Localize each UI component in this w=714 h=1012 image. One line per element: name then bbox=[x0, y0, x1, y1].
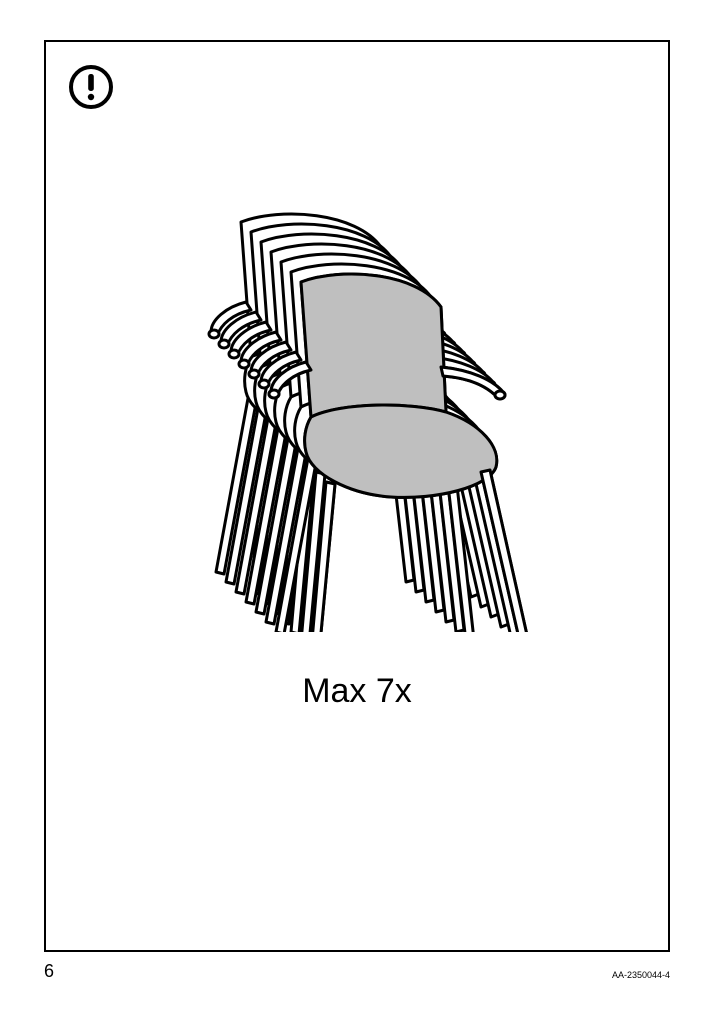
page-frame: Max 7x bbox=[44, 40, 670, 952]
page-number: 6 bbox=[44, 961, 54, 982]
stacked-chairs-illustration bbox=[171, 192, 551, 632]
caption-text: Max 7x bbox=[46, 672, 668, 711]
document-code: AA-2350044-4 bbox=[612, 970, 670, 980]
warning-icon bbox=[68, 64, 114, 110]
